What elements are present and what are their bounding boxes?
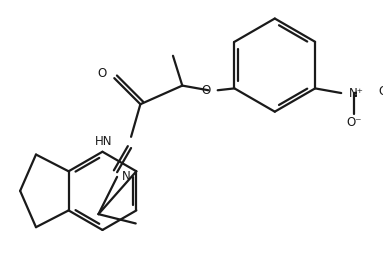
Text: O⁻: O⁻	[347, 116, 362, 129]
Text: O: O	[378, 85, 383, 98]
Text: O: O	[98, 67, 107, 80]
Text: N⁺: N⁺	[349, 87, 363, 100]
Text: HN: HN	[95, 135, 113, 148]
Text: N: N	[122, 170, 131, 183]
Text: O: O	[201, 84, 210, 97]
